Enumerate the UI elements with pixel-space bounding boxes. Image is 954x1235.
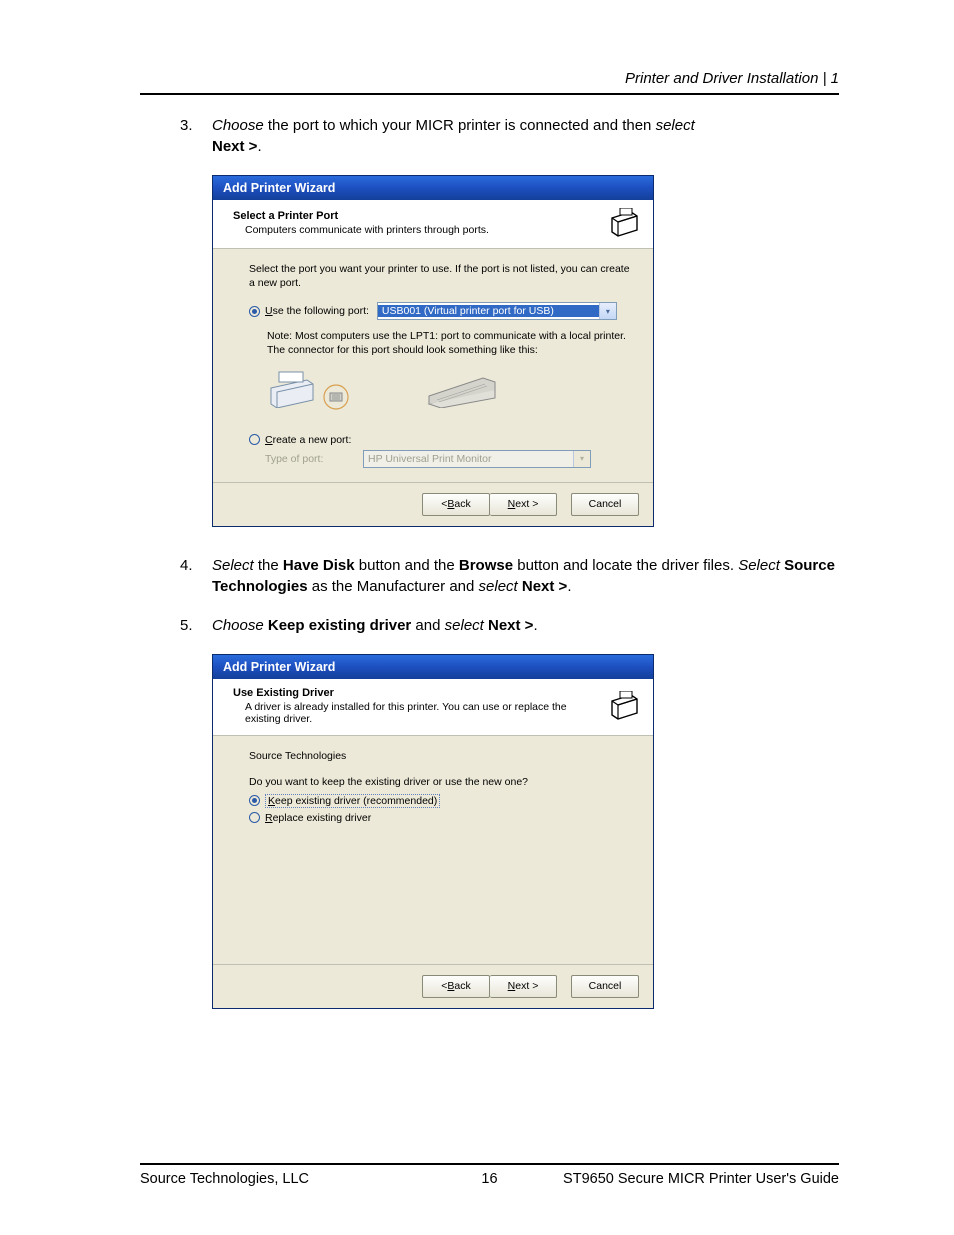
plug-illustration-icon bbox=[323, 384, 349, 410]
radio-icon bbox=[249, 434, 260, 445]
dropdown-value: HP Universal Print Monitor bbox=[364, 453, 573, 465]
radio-icon bbox=[249, 795, 260, 806]
dropdown-value: USB001 (Virtual printer port for USB) bbox=[378, 305, 599, 317]
next-button[interactable]: Next > bbox=[490, 493, 557, 516]
radio-label: Replace existing driver bbox=[265, 812, 371, 824]
step-text: Choose the port to which your MICR print… bbox=[212, 115, 839, 157]
driver-question: Do you want to keep the existing driver … bbox=[249, 776, 633, 788]
page-content: 3. Choose the port to which your MICR pr… bbox=[140, 115, 839, 1009]
header-text: Printer and Driver Installation | 1 bbox=[625, 70, 839, 87]
step-number: 4. bbox=[180, 555, 212, 597]
radio-icon bbox=[249, 306, 260, 317]
radio-label: Use the following port: bbox=[265, 305, 369, 317]
radio-label: Keep existing driver (recommended) bbox=[265, 794, 440, 808]
wizard-select-port: Add Printer Wizard Select a Printer Port… bbox=[212, 175, 654, 527]
connector-illustration-icon bbox=[427, 374, 499, 408]
radio-label: Create a new port: bbox=[265, 434, 351, 446]
wizard-button-row: < Back Next > Cancel bbox=[213, 964, 653, 1008]
step-text: Select the Have Disk button and the Brow… bbox=[212, 555, 839, 597]
back-button[interactable]: < Back bbox=[422, 975, 490, 998]
step-number: 3. bbox=[180, 115, 212, 157]
back-button[interactable]: < Back bbox=[422, 493, 490, 516]
page-header: Printer and Driver Installation | 1 bbox=[140, 70, 839, 95]
printer-icon bbox=[607, 691, 641, 721]
wizard-header-subtitle: A driver is already installed for this p… bbox=[245, 701, 597, 725]
radio-replace-existing[interactable]: Replace existing driver bbox=[249, 812, 633, 824]
wizard-body: Source Technologies Do you want to keep … bbox=[213, 736, 653, 964]
page-number: 16 bbox=[481, 1171, 497, 1187]
wizard-header: Select a Printer Port Computers communic… bbox=[213, 200, 653, 249]
wizard-use-existing-driver: Add Printer Wizard Use Existing Driver A… bbox=[212, 654, 654, 1009]
wizard-instruction: Select the port you want your printer to… bbox=[249, 263, 633, 290]
driver-source-label: Source Technologies bbox=[249, 750, 633, 762]
radio-icon bbox=[249, 812, 260, 823]
type-of-port-label: Type of port: bbox=[265, 453, 355, 465]
step-3: 3. Choose the port to which your MICR pr… bbox=[180, 115, 839, 157]
cancel-button[interactable]: Cancel bbox=[571, 493, 639, 516]
wizard-body: Select the port you want your printer to… bbox=[213, 249, 653, 482]
type-of-port-row: Type of port: HP Universal Print Monitor… bbox=[265, 450, 633, 468]
wizard-header: Use Existing Driver A driver is already … bbox=[213, 679, 653, 736]
wizard-button-row: < Back Next > Cancel bbox=[213, 482, 653, 526]
next-button[interactable]: Next > bbox=[490, 975, 557, 998]
port-dropdown[interactable]: USB001 (Virtual printer port for USB) ▾ bbox=[377, 302, 617, 320]
printer-illustration-icon bbox=[267, 370, 317, 408]
document-page: Printer and Driver Installation | 1 3. C… bbox=[0, 0, 954, 1235]
wizard-header-subtitle: Computers communicate with printers thro… bbox=[245, 224, 597, 236]
wizard-header-title: Select a Printer Port bbox=[233, 210, 597, 222]
step-text: Choose Keep existing driver and select N… bbox=[212, 615, 839, 636]
footer-right: ST9650 Secure MICR Printer User's Guide bbox=[563, 1171, 839, 1187]
wizard-titlebar: Add Printer Wizard bbox=[213, 655, 653, 679]
footer-left: Source Technologies, LLC bbox=[140, 1171, 309, 1187]
chevron-down-icon[interactable]: ▾ bbox=[599, 303, 616, 319]
printer-icon bbox=[607, 208, 641, 238]
radio-keep-existing[interactable]: Keep existing driver (recommended) bbox=[249, 794, 633, 808]
wizard-titlebar: Add Printer Wizard bbox=[213, 176, 653, 200]
chevron-down-icon: ▾ bbox=[573, 451, 590, 467]
page-footer: Source Technologies, LLC 16 ST9650 Secur… bbox=[140, 1163, 839, 1187]
port-type-dropdown: HP Universal Print Monitor ▾ bbox=[363, 450, 591, 468]
cancel-button[interactable]: Cancel bbox=[571, 975, 639, 998]
wizard-header-title: Use Existing Driver bbox=[233, 687, 597, 699]
radio-create-new-port[interactable]: Create a new port: bbox=[249, 434, 633, 446]
radio-use-following-port[interactable]: Use the following port: USB001 (Virtual … bbox=[249, 302, 633, 320]
port-note: Note: Most computers use the LPT1: port … bbox=[267, 330, 633, 357]
step-number: 5. bbox=[180, 615, 212, 636]
step-4: 4. Select the Have Disk button and the B… bbox=[180, 555, 839, 597]
step-5: 5. Choose Keep existing driver and selec… bbox=[180, 615, 839, 636]
port-illustration bbox=[267, 366, 633, 416]
